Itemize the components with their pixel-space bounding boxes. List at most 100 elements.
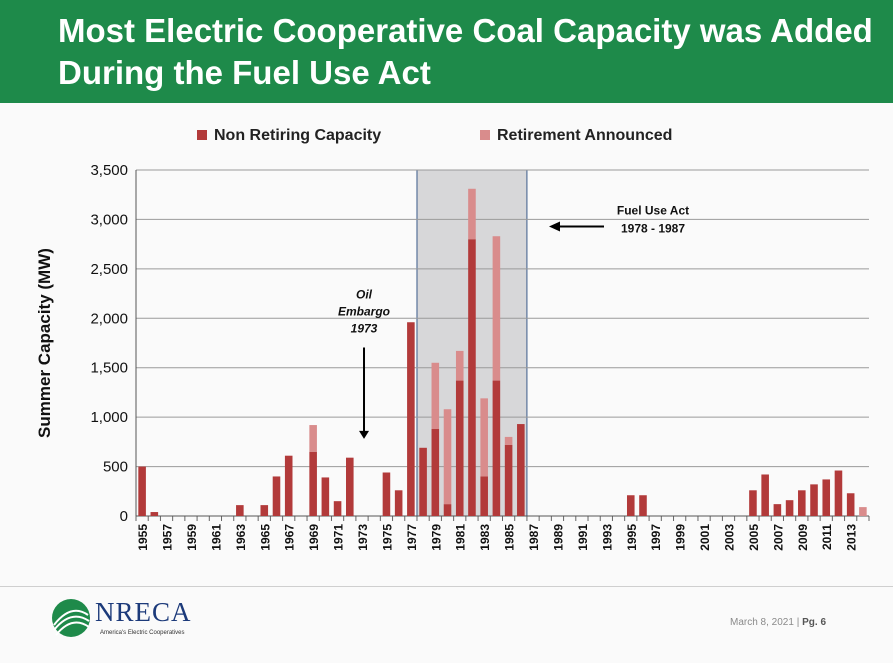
footer-info: March 8, 2021 | Pg. 6 bbox=[730, 617, 826, 628]
bar-non-retiring-1972 bbox=[346, 457, 354, 516]
x-tick-label: 1967 bbox=[283, 524, 297, 551]
x-tick-label: 1995 bbox=[625, 524, 639, 551]
y-tick-label: 500 bbox=[103, 459, 128, 476]
x-tick-label: 1985 bbox=[503, 524, 517, 551]
bar-non-retiring-2008 bbox=[785, 500, 794, 516]
y-tick-label: 2,500 bbox=[90, 261, 128, 278]
x-tick-label: 1979 bbox=[429, 524, 443, 551]
x-tick-label: 2011 bbox=[820, 524, 834, 550]
bar-non-retiring-1963 bbox=[236, 505, 244, 516]
y-tick-label: 0 bbox=[120, 508, 128, 525]
legend-label-non-retiring: Non Retiring Capacity bbox=[214, 127, 381, 144]
x-tick-label: 1959 bbox=[185, 524, 199, 551]
y-axis-title: Summer Capacity (MW) bbox=[35, 248, 54, 438]
legend-label-retirement: Retirement Announced bbox=[497, 127, 672, 144]
footer-divider bbox=[0, 586, 893, 587]
oil-embargo-annotation-line: 1973 bbox=[351, 322, 378, 336]
x-tick-label: 1991 bbox=[576, 524, 590, 551]
x-tick-label: 1977 bbox=[405, 524, 419, 551]
x-tick-label: 1987 bbox=[527, 524, 541, 551]
x-tick-label: 1961 bbox=[209, 524, 223, 551]
x-tick-label: 1983 bbox=[478, 524, 492, 551]
bar-non-retiring-2006 bbox=[761, 474, 769, 516]
fuel-use-act-annotation-line: Fuel Use Act bbox=[617, 203, 689, 217]
bar-retirement-1981 bbox=[455, 350, 464, 381]
bar-retirement-1982 bbox=[468, 188, 476, 240]
coal-capacity-chart: 0 500 1,000 1,500 2,000 2,500 3,000 3,500 1955 19… bbox=[35, 127, 870, 551]
bar-non-retiring-2011 bbox=[822, 479, 831, 516]
bar-non-retiring-1985 bbox=[504, 444, 513, 516]
bar-non-retiring-1981 bbox=[455, 380, 464, 516]
y-tick-label: 1,000 bbox=[90, 409, 128, 426]
fuel-use-act-annotation-line: 1978 - 1987 bbox=[621, 221, 685, 235]
bar-retirement-1983 bbox=[480, 398, 488, 477]
bar-non-retiring-1984 bbox=[492, 380, 501, 516]
x-tick-label: 1971 bbox=[332, 524, 346, 551]
x-tick-label: 1957 bbox=[161, 524, 175, 551]
bar-non-retiring-1982 bbox=[468, 239, 476, 516]
x-tick-label: 2005 bbox=[747, 524, 761, 551]
x-tick-label: 1955 bbox=[136, 524, 150, 551]
bar-non-retiring-1995 bbox=[626, 495, 635, 516]
bar-retirement-1984 bbox=[492, 236, 501, 381]
y-tick-label: 2,000 bbox=[90, 310, 128, 327]
oil-embargo-annotation-line: Oil bbox=[356, 288, 373, 302]
bar-retirement-1969 bbox=[309, 425, 317, 452]
bar-non-retiring-1976 bbox=[394, 490, 403, 516]
bar-non-retiring-1969 bbox=[309, 451, 317, 516]
legend-swatch-non-retiring bbox=[197, 130, 207, 140]
bar-non-retiring-1979 bbox=[431, 429, 440, 516]
bar-non-retiring-1967 bbox=[284, 455, 293, 516]
bar-non-retiring-1980 bbox=[443, 504, 452, 516]
x-tick-label: 2009 bbox=[796, 524, 810, 551]
bar-non-retiring-1966 bbox=[272, 476, 281, 516]
bar-non-retiring-1977 bbox=[407, 322, 415, 516]
x-tick-label: 1963 bbox=[234, 524, 248, 551]
bar-non-retiring-1983 bbox=[480, 476, 488, 516]
bar-non-retiring-2012 bbox=[834, 470, 843, 516]
oil-embargo-arrowhead bbox=[359, 430, 370, 439]
nreca-globe-logo-icon bbox=[52, 599, 90, 637]
x-tick-label: 1997 bbox=[649, 524, 663, 551]
logo-tagline: America's Electric Cooperatives bbox=[100, 630, 185, 636]
footer-date: March 8, 2021 bbox=[730, 617, 794, 628]
bar-retirement-1980 bbox=[443, 409, 452, 505]
bar-retirement-2014 bbox=[859, 507, 867, 516]
logo-wordmark: NRECA bbox=[95, 597, 192, 627]
x-tick-label: 2001 bbox=[698, 524, 712, 551]
bar-non-retiring-2009 bbox=[798, 490, 806, 516]
bar-non-retiring-1975 bbox=[382, 472, 391, 516]
oil-embargo-annotation-line: Embargo bbox=[338, 305, 390, 319]
bar-non-retiring-1986 bbox=[517, 424, 525, 516]
bar-retirement-1985 bbox=[504, 436, 513, 445]
y-tick-label: 3,500 bbox=[90, 162, 128, 179]
bar-non-retiring-2005 bbox=[749, 490, 757, 516]
x-tick-label: 1965 bbox=[258, 524, 272, 551]
x-tick-label: 1981 bbox=[454, 524, 468, 551]
bar-non-retiring-1978 bbox=[419, 447, 427, 516]
fuel-use-act-arrowhead bbox=[549, 221, 560, 232]
x-tick-label: 2007 bbox=[771, 524, 785, 551]
bar-non-retiring-2013 bbox=[846, 493, 855, 516]
slide-title: Most Electric Cooperative Coal Capacity … bbox=[58, 12, 873, 91]
footer-separator: | bbox=[796, 617, 800, 628]
bar-retirement-1979 bbox=[431, 362, 440, 430]
x-tick-label: 1989 bbox=[551, 524, 565, 551]
y-tick-label: 3,000 bbox=[90, 211, 128, 228]
x-tick-label: 2003 bbox=[723, 524, 737, 551]
bar-non-retiring-1956 bbox=[150, 512, 159, 516]
bar-non-retiring-2007 bbox=[773, 504, 782, 516]
title-banner bbox=[0, 0, 893, 103]
legend-swatch-retirement bbox=[480, 130, 490, 140]
x-tick-label: 1975 bbox=[380, 524, 394, 551]
bar-non-retiring-1970 bbox=[321, 477, 330, 516]
bar-non-retiring-1996 bbox=[639, 495, 647, 516]
bar-non-retiring-2010 bbox=[810, 484, 818, 516]
bar-non-retiring-1965 bbox=[260, 505, 269, 516]
x-tick-label: 1999 bbox=[674, 524, 688, 551]
bar-non-retiring-1955 bbox=[138, 466, 146, 516]
x-tick-label: 1969 bbox=[307, 524, 321, 551]
bar-non-retiring-1971 bbox=[333, 501, 342, 516]
x-tick-label: 2013 bbox=[845, 524, 859, 551]
x-tick-label: 1993 bbox=[600, 524, 614, 551]
